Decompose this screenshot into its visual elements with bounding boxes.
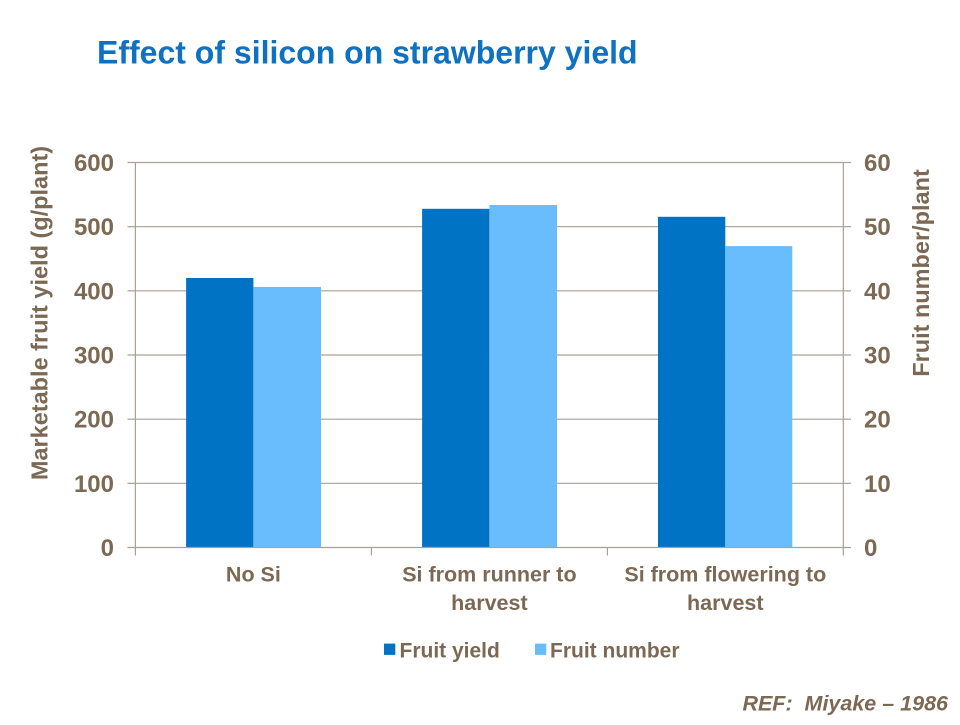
svg-text:harvest: harvest — [451, 591, 528, 615]
svg-text:300: 300 — [74, 343, 114, 370]
svg-text:500: 500 — [74, 214, 114, 241]
svg-text:30: 30 — [864, 343, 891, 370]
svg-text:Fruit number: Fruit number — [550, 640, 680, 663]
svg-text:600: 600 — [74, 150, 114, 177]
svg-text:10: 10 — [864, 471, 891, 498]
svg-text:Fruit yield: Fruit yield — [400, 640, 500, 663]
svg-text:Marketable fruit yield (g/plan: Marketable fruit yield (g/plant) — [27, 146, 53, 480]
svg-text:Effect of silicon on strawberr: Effect of silicon on strawberry yield — [97, 34, 638, 70]
svg-text:40: 40 — [864, 278, 891, 305]
svg-text:0: 0 — [864, 535, 877, 562]
svg-text:20: 20 — [864, 407, 891, 434]
svg-text:harvest: harvest — [687, 591, 764, 615]
svg-text:400: 400 — [74, 278, 114, 305]
svg-text:60: 60 — [864, 150, 891, 177]
svg-text:Si from flowering to: Si from flowering to — [624, 563, 826, 587]
svg-text:Fruit number/plant: Fruit number/plant — [908, 169, 934, 377]
svg-text:REF: Miyake – 1986: REF: Miyake – 1986 — [742, 692, 949, 716]
svg-text:0: 0 — [101, 535, 114, 562]
svg-text:Si from runner to: Si from runner to — [402, 563, 576, 587]
svg-text:50: 50 — [864, 214, 891, 241]
svg-text:200: 200 — [74, 407, 114, 434]
svg-text:100: 100 — [74, 471, 114, 498]
svg-text:No Si: No Si — [226, 563, 281, 587]
